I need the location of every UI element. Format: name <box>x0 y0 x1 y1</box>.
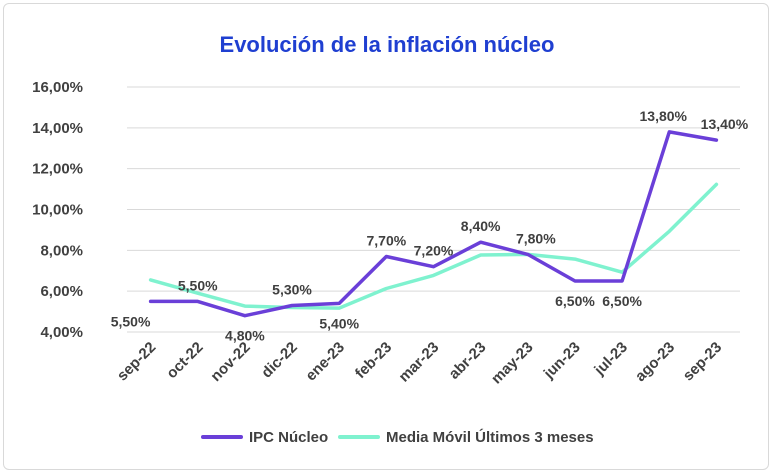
data-label: 13,80% <box>640 108 688 124</box>
series-lines <box>148 130 719 318</box>
y-tick-label: 8,00% <box>40 242 83 259</box>
legend-label-media-movil: Media Móvil Últimos 3 meses <box>386 428 594 446</box>
data-label: 7,70% <box>366 232 406 248</box>
y-tick-label: 4,00% <box>40 324 83 341</box>
x-tick-label: may-23 <box>488 339 537 388</box>
x-axis-ticks: sep-22 oct-22 nov-22 dic-22 ene-23 feb-23 mar-… <box>114 339 725 388</box>
data-label: 7,80% <box>516 230 556 246</box>
y-tick-label: 12,00% <box>32 161 83 178</box>
chart-title: Evolución de la inflación núcleo <box>220 32 555 57</box>
y-tick-label: 10,00% <box>32 202 83 219</box>
x-tick-label: jun-23 <box>540 339 584 383</box>
data-label: 6,50% <box>602 293 642 309</box>
data-label: 5,50% <box>178 277 218 293</box>
y-axis-ticks: 4,00% 6,00% 8,00% 10,00% 12,00% 14,00% 16,00% <box>32 79 83 341</box>
x-tick-label: nov-22 <box>207 339 253 385</box>
data-label: 5,50% <box>111 313 151 329</box>
grid-lines <box>127 86 740 333</box>
legend-label-ipc-nucleo: IPC Núcleo <box>249 429 328 446</box>
x-tick-label: jul-23 <box>591 339 631 379</box>
data-label: 7,20% <box>414 243 454 259</box>
data-labels: 5,50% 5,50% 4,80% 5,30% 5,40% 7,70% 7,20% 8,40%… <box>111 108 749 344</box>
x-tick-label: feb-23 <box>352 339 395 382</box>
data-label: 8,40% <box>461 218 501 234</box>
data-label: 5,40% <box>319 315 359 331</box>
chart-frame <box>3 3 769 470</box>
x-tick-label: dic-22 <box>258 339 301 382</box>
x-tick-label: sep-22 <box>114 339 160 385</box>
x-tick-label: ene-23 <box>302 339 348 385</box>
data-label: 6,50% <box>555 293 595 309</box>
y-tick-label: 14,00% <box>32 120 83 137</box>
series-line-ipc-nucleo <box>148 130 719 318</box>
x-tick-label: oct-22 <box>163 339 206 382</box>
data-label: 13,40% <box>701 116 749 132</box>
x-tick-label: abr-23 <box>446 339 490 383</box>
y-tick-label: 6,00% <box>40 283 83 300</box>
series-line-media-movil <box>148 182 719 310</box>
x-tick-label: ago-23 <box>632 339 678 385</box>
data-label: 4,80% <box>225 328 265 344</box>
x-tick-label: mar-23 <box>396 339 443 386</box>
y-tick-label: 16,00% <box>32 79 83 96</box>
legend: IPC Núcleo Media Móvil Últimos 3 meses <box>201 428 594 446</box>
x-tick-label: sep-23 <box>680 339 726 385</box>
data-label: 5,30% <box>272 281 312 297</box>
